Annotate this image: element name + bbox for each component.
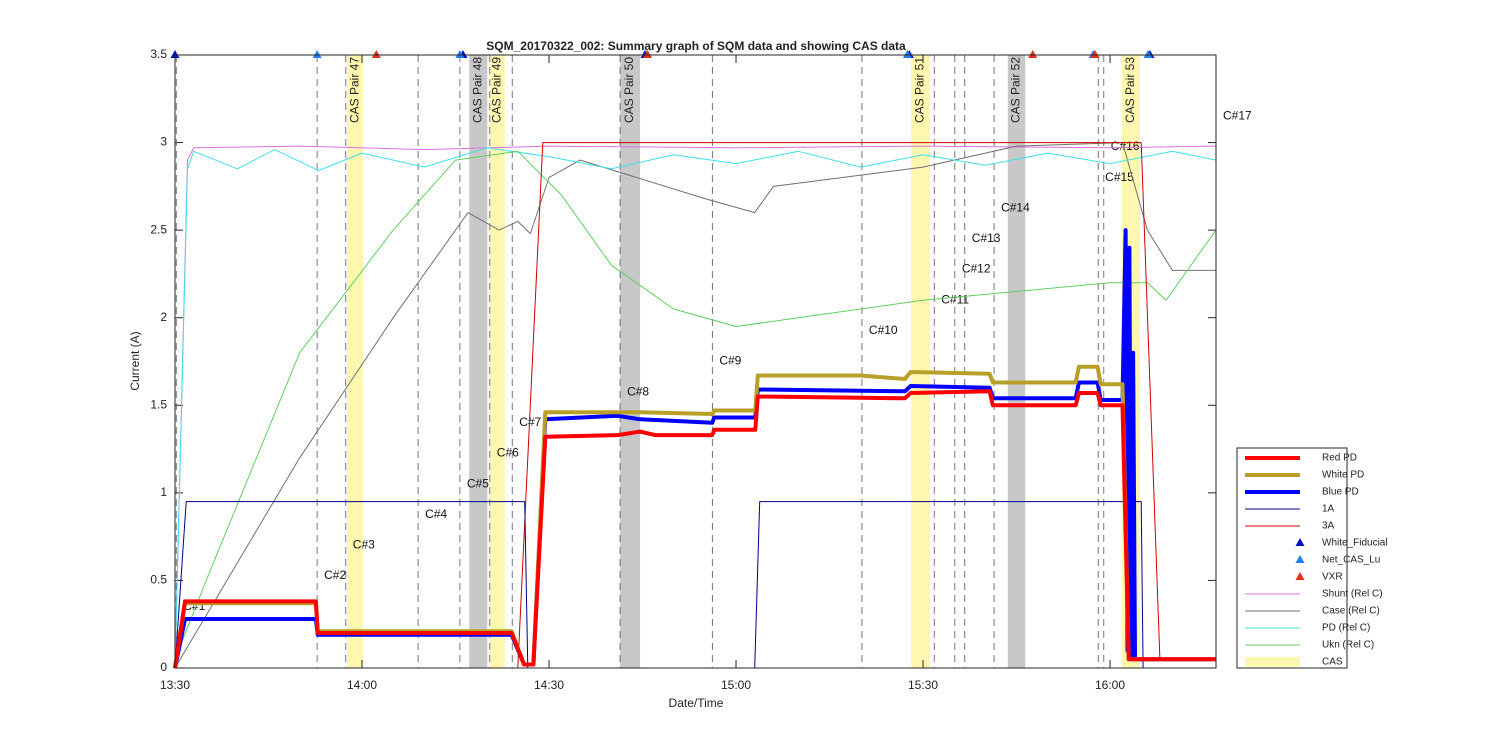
y-axis-label: Current (A) [128,331,142,390]
cas-band [911,55,930,668]
legend-swatch [1295,572,1305,580]
marker [1028,50,1038,58]
annotation-label: C#8 [627,384,649,398]
cas-band [620,55,641,668]
x-tick-label: 14:00 [347,678,377,692]
x-tick-label: 14:30 [534,678,564,692]
series-line [174,501,1216,669]
annotation-label: C#3 [353,538,375,552]
annotation-label: C#11 [941,292,969,306]
legend-label: 3A [1322,521,1335,532]
series-line [174,147,1217,669]
annotation-label: C#5 [467,476,489,490]
cas-band-label: CAS Pair 49 [489,57,503,123]
legend-swatch [1295,555,1305,563]
cas-band-label: CAS Pair 47 [347,57,361,123]
legend-label: Case (Rel C) [1322,606,1380,617]
legend-label: Ukn (Rel C) [1322,640,1374,651]
legend-swatch [1245,657,1300,667]
legend-label: 1A [1322,504,1335,515]
legend-label: Blue PD [1322,487,1359,498]
y-tick-label: 0 [160,660,167,674]
cas-band [1007,55,1026,668]
cas-band-label: CAS Pair 52 [1009,57,1023,123]
legend-label: PD (Rel C) [1322,623,1370,634]
legend-label: CAS [1322,657,1343,668]
y-tick-label: 2.5 [150,222,167,236]
legend-label: Net_CAS_Lu [1322,555,1380,566]
marker [643,50,653,58]
x-tick-label: 13:30 [160,678,190,692]
marker [170,50,180,58]
x-axis-label: Date/Time [669,696,724,710]
x-tick-label: 15:30 [908,678,938,692]
marker [1143,50,1153,58]
annotation-label: C#9 [719,354,741,368]
marker [371,50,381,58]
cas-band [489,55,505,668]
marker [455,50,465,58]
y-tick-label: 3 [160,135,167,149]
chart-title: SQM_20170322_002: Summary graph of SQM d… [486,39,906,53]
marker [902,50,912,58]
annotation-label: C#2 [324,568,346,582]
cas-band [469,55,488,668]
cas-band [347,55,364,668]
legend-box [1236,447,1348,669]
annotation-label: C#7 [519,415,541,429]
legend-label: White PD [1322,470,1364,481]
axes-box [174,54,1217,669]
series-line [173,364,1216,669]
y-tick-label: 3.5 [150,47,167,61]
y-tick-label: 1 [160,485,167,499]
annotation-label: C#10 [869,323,898,337]
cas-band-label: CAS Pair 53 [1123,57,1137,123]
x-tick-label: 15:00 [721,678,751,692]
series-line [173,228,1216,669]
legend: Red PD White PD Blue PD 1A 3A White_Fiducial N… [1236,447,1388,669]
y-tick-label: 2 [160,310,167,324]
annotation-label: C#4 [425,507,447,521]
marker [312,50,322,58]
legend-swatch [1295,538,1305,546]
annotation-label: C#15 [1105,170,1134,184]
marker [1090,50,1100,58]
y-tick-label: 0.5 [150,573,167,587]
annotation-label: C#12 [962,262,991,276]
legend-label: Red PD [1322,453,1357,464]
cas-band-label: CAS Pair 51 [913,57,927,123]
legend-label: Shunt (Rel C) [1322,589,1383,600]
annotation-label: C#13 [972,231,1001,245]
annotation-label: C#6 [497,446,519,460]
series-line [173,389,1216,669]
legend-label: VXR [1322,572,1343,583]
y-tick-label: 1.5 [150,397,167,411]
annotation-label: C#17 [1223,108,1252,122]
cas-band-label: CAS Pair 48 [470,57,484,123]
annotation-label: C#14 [1001,200,1030,214]
x-tick-label: 16:00 [1095,678,1125,692]
legend-label: White_Fiducial [1322,538,1388,549]
plot-layer: CAS Pair 47 CAS Pair 48 CAS Pair 49 CAS Pai… [150,47,1252,692]
cas-band-label: CAS Pair 50 [622,57,636,123]
